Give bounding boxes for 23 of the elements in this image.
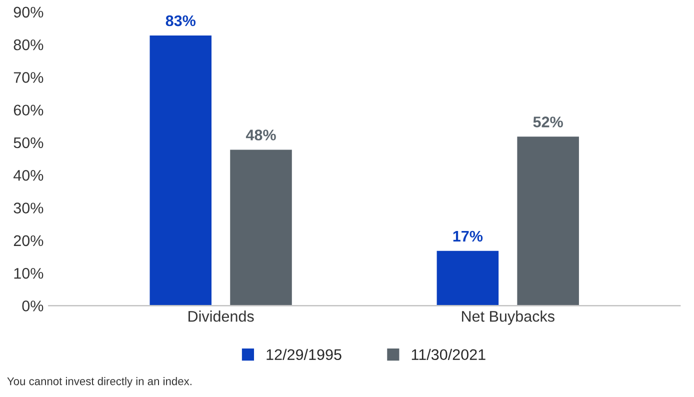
y-tick-label: 50%	[14, 137, 44, 148]
text: You cannot invest directly in an index.	[7, 377, 192, 388]
y-tick-label: 90%	[14, 6, 44, 18]
y-tick-label: 30%	[14, 202, 44, 214]
y-tick-label: 0%	[22, 300, 44, 312]
y-tick-label: 60%	[14, 104, 44, 116]
y-tick-label: 20%	[14, 235, 44, 246]
y-tick-label: 80%	[14, 39, 44, 50]
y-tick-label: 10%	[14, 268, 44, 279]
data-label: 17%	[453, 230, 483, 242]
x-tick-label: Net Buybacks	[462, 310, 554, 325]
data-label: 52%	[533, 116, 563, 128]
bar	[228, 148, 294, 306]
data-label: 48%	[246, 130, 276, 140]
bar	[148, 34, 213, 306]
legend-label: 12/29/1995	[266, 348, 342, 360]
bar	[435, 250, 500, 306]
y-tick-label: 70%	[14, 72, 44, 83]
y-tick-label: 40%	[13, 170, 44, 181]
data-label: 83%	[166, 15, 196, 26]
bar	[516, 135, 580, 306]
legend-label: 11/30/2021	[412, 348, 486, 360]
x-tick-label: Dividends	[188, 310, 254, 322]
